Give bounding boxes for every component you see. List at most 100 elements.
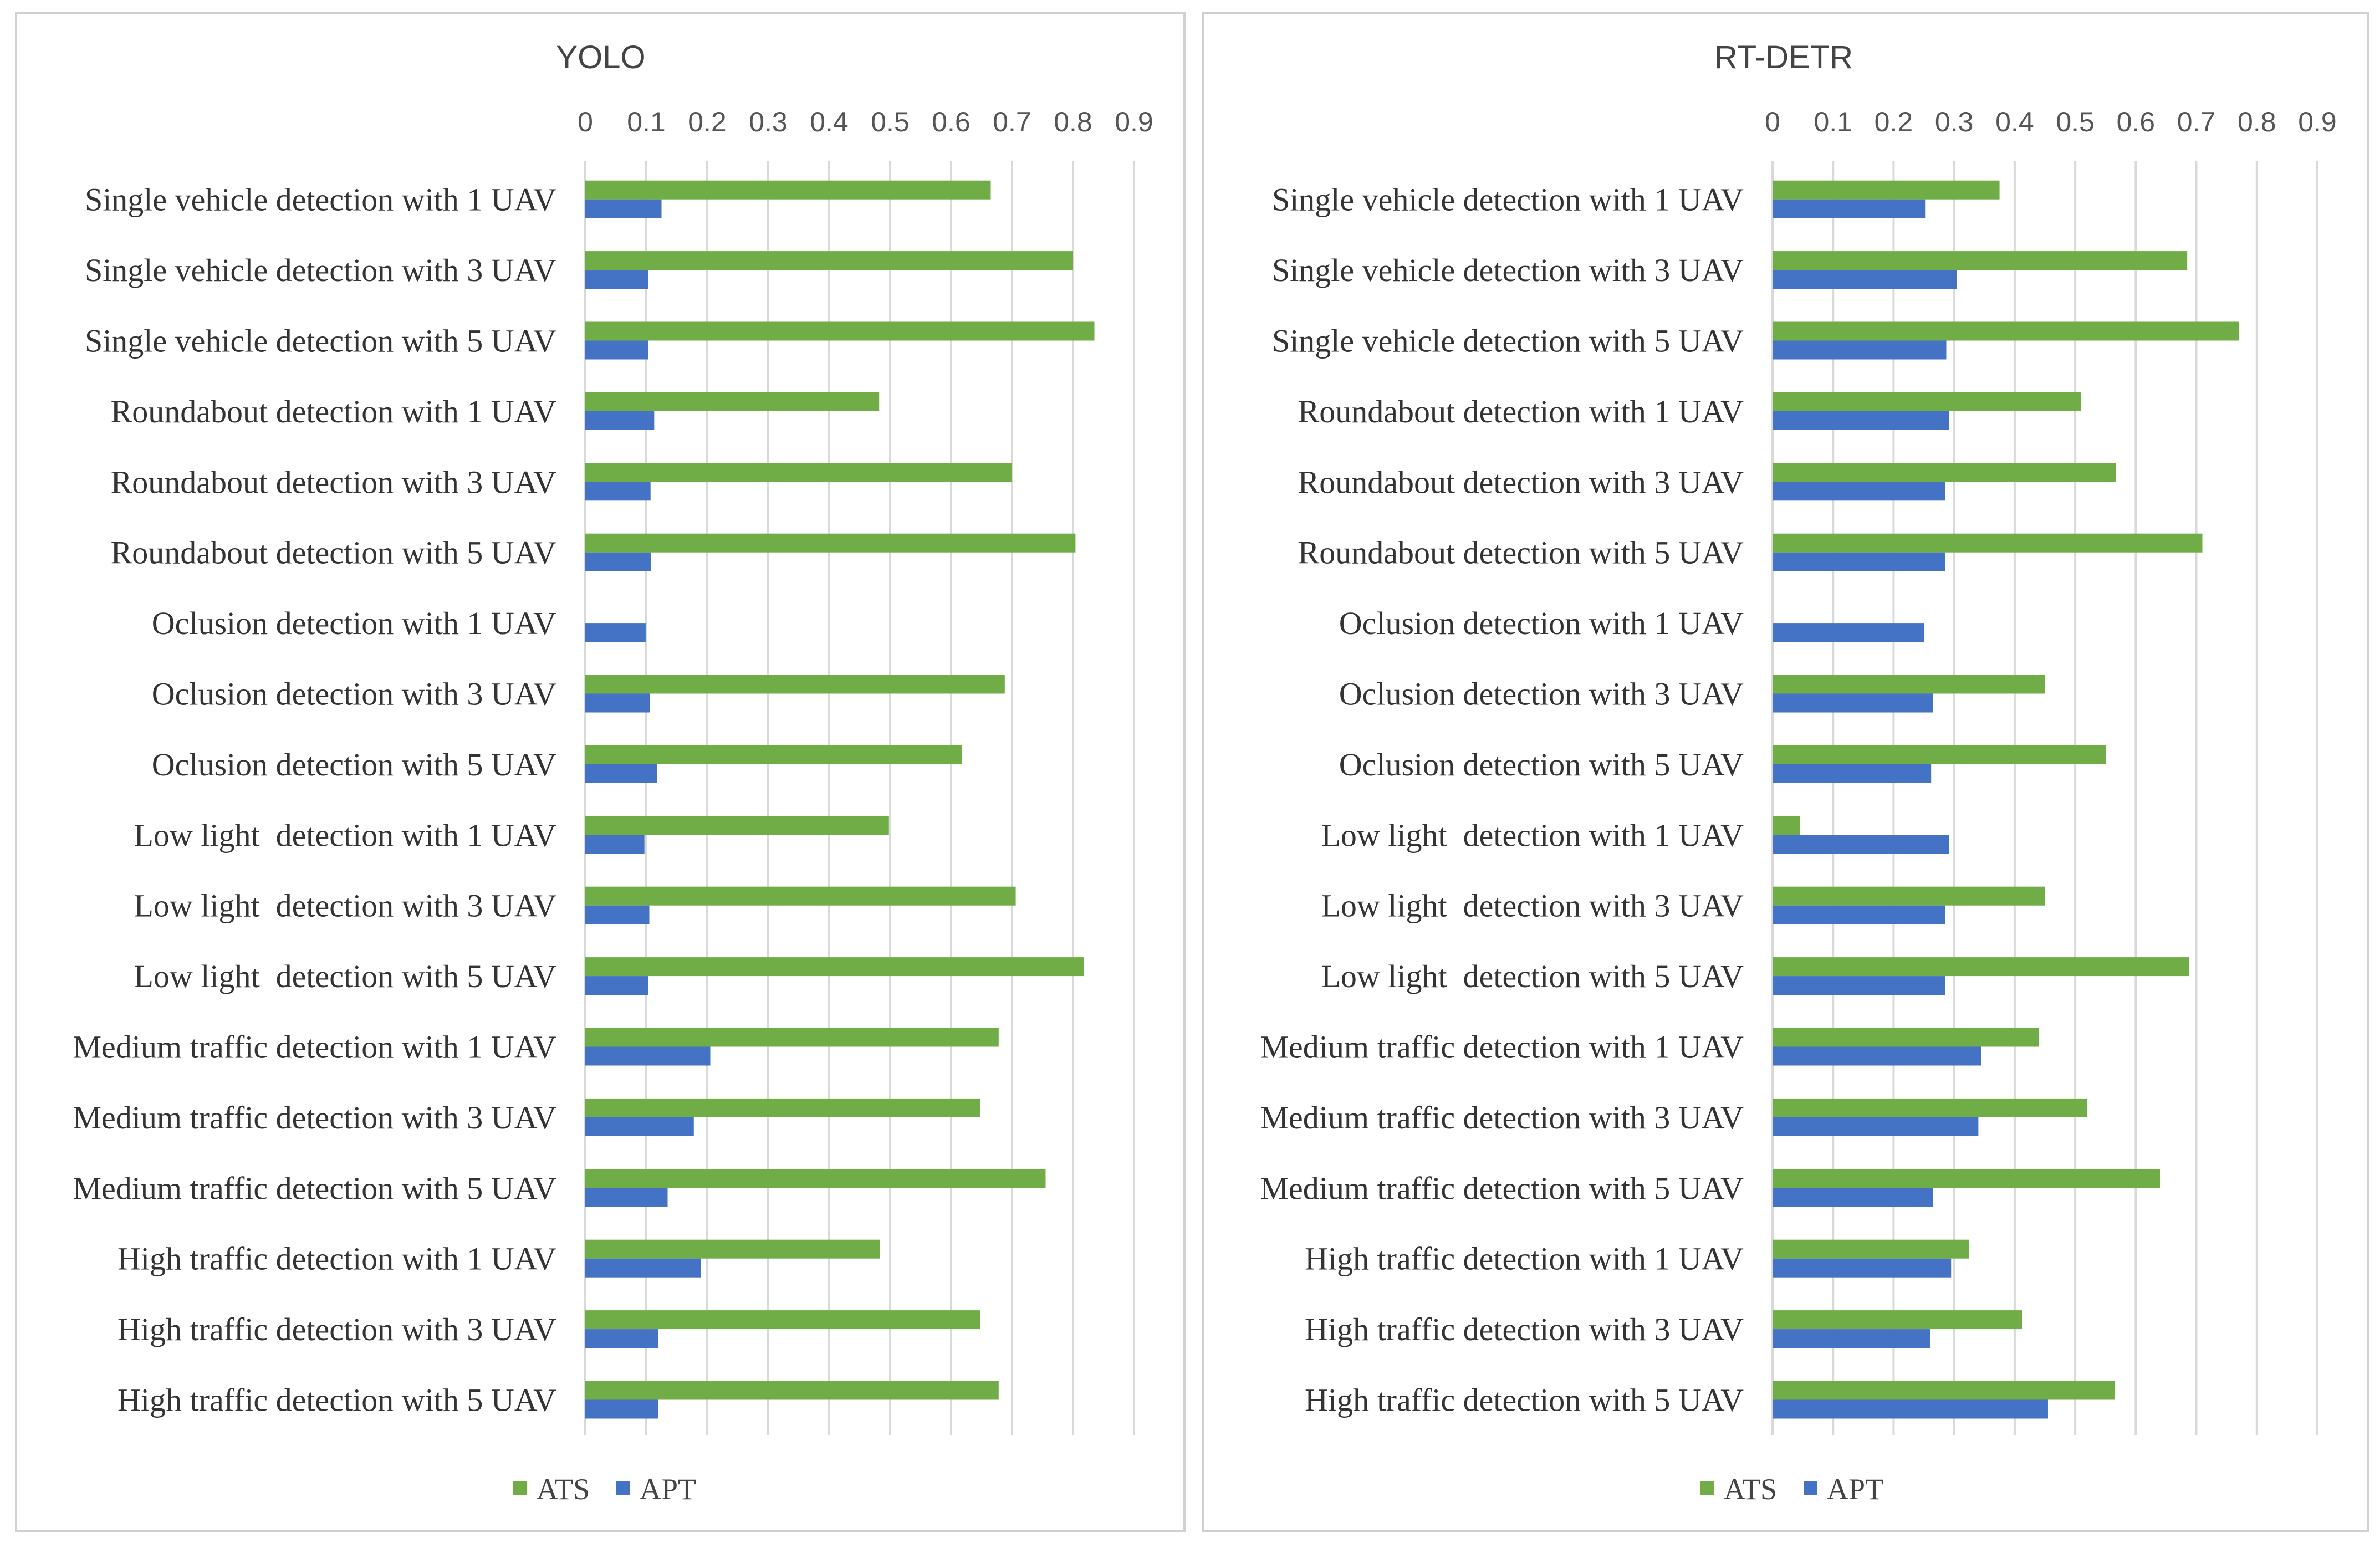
rtdetr-category-label: Oclusion detection with 3 UAV	[1339, 676, 1744, 712]
rtdetr-category-label: Medium traffic detection with 1 UAV	[1260, 1029, 1744, 1065]
yolo-chart-title: YOLO	[556, 39, 645, 75]
yolo-ats-bar	[585, 745, 962, 764]
yolo-apt-bar	[585, 976, 648, 995]
rtdetr-ats-bar	[1773, 321, 2239, 341]
rtdetr-category-label: Single vehicle detection with 3 UAV	[1272, 252, 1744, 288]
yolo-apt-bar	[585, 199, 662, 218]
yolo-x-tick-label: 0.9	[1115, 106, 1153, 137]
rtdetr-ats-bar	[1773, 180, 2000, 200]
rtdetr-x-tick-label: 0.9	[2298, 106, 2337, 137]
rtdetr-ats-bar	[1773, 1310, 2022, 1330]
yolo-category-label: Roundabout detection with 3 UAV	[111, 464, 557, 500]
yolo-ats-bar	[585, 392, 880, 411]
yolo-x-tick-label: 0.8	[1054, 106, 1092, 137]
rtdetr-ats-bar	[1773, 1381, 2115, 1400]
rtdetr-apt-bar	[1773, 270, 1957, 289]
yolo-ats-bar	[585, 957, 1084, 977]
yolo-x-tick-label: 0.4	[810, 106, 849, 137]
yolo-legend-swatch-ats	[513, 1481, 527, 1495]
rtdetr-apt-bar	[1773, 905, 1945, 924]
rtdetr-ats-bar	[1773, 675, 2045, 694]
rtdetr-apt-bar	[1773, 764, 1932, 783]
rtdetr-legend-label-ats: ATS	[1724, 1473, 1777, 1506]
yolo-category-label: Medium traffic detection with 3 UAV	[73, 1100, 556, 1136]
yolo-x-tick-label: 0.7	[993, 106, 1031, 137]
rtdetr-apt-bar	[1773, 340, 1947, 360]
rtdetr-category-label: Oclusion detection with 5 UAV	[1339, 747, 1744, 783]
yolo-x-tick-label: 0.3	[749, 106, 788, 137]
yolo-category-label: Roundabout detection with 1 UAV	[111, 394, 557, 430]
rtdetr-x-tick-label: 0.3	[1935, 106, 1974, 137]
rtdetr-apt-bar	[1773, 552, 1945, 571]
rtdetr-category-label: High traffic detection with 1 UAV	[1305, 1241, 1744, 1277]
rtdetr-apt-bar	[1773, 411, 1949, 430]
yolo-category-label: Single vehicle detection with 5 UAV	[85, 323, 556, 359]
yolo-apt-bar	[585, 1188, 668, 1207]
rtdetr-apt-bar	[1773, 1258, 1952, 1278]
rtdetr-apt-bar	[1773, 1399, 2048, 1419]
yolo-ats-bar	[585, 533, 1076, 553]
yolo-category-label: Low light detection with 5 UAV	[134, 958, 556, 994]
rtdetr-x-tick-label: 0	[1765, 106, 1780, 137]
rtdetr-category-label: Low light detection with 1 UAV	[1321, 817, 1744, 853]
rtdetr-x-tick-label: 0.1	[1814, 106, 1852, 137]
yolo-category-label: High traffic detection with 5 UAV	[118, 1382, 556, 1418]
rtdetr-ats-bar	[1773, 886, 2045, 906]
yolo-apt-bar	[585, 623, 646, 642]
rtdetr-x-tick-label: 0.7	[2177, 106, 2216, 137]
rtdetr-legend-swatch-apt	[1804, 1481, 1817, 1495]
yolo-apt-bar	[585, 1117, 694, 1136]
yolo-ats-bar	[585, 1310, 980, 1330]
rtdetr-apt-bar	[1773, 482, 1945, 501]
rtdetr-category-label: Medium traffic detection with 3 UAV	[1260, 1100, 1744, 1136]
yolo-ats-bar	[585, 180, 991, 200]
yolo-apt-bar	[585, 1329, 658, 1348]
yolo-chart: YOLO 0 0.1 0.2 0.3 0.4 0.5 0.6 0.7 0.8 0.9 Single v…	[73, 39, 1153, 1506]
rtdetr-ats-bar	[1773, 816, 1800, 835]
yolo-category-label: Medium traffic detection with 5 UAV	[73, 1170, 556, 1206]
rtdetr-ats-bar	[1773, 745, 2106, 764]
yolo-legend-swatch-apt	[616, 1481, 630, 1495]
yolo-category-label: Medium traffic detection with 1 UAV	[73, 1029, 556, 1065]
rtdetr-category-label: Oclusion detection with 1 UAV	[1339, 605, 1744, 641]
yolo-category-label: Single vehicle detection with 3 UAV	[85, 252, 556, 288]
rtdetr-category-label: Single vehicle detection with 1 UAV	[1272, 182, 1744, 218]
rtdetr-apt-bar	[1773, 623, 1924, 642]
yolo-ats-bar	[585, 886, 1016, 906]
rtdetr-ats-bar	[1773, 463, 2116, 482]
yolo-x-tick-label: 0.2	[688, 106, 727, 137]
rtdetr-ats-bar	[1773, 957, 2189, 977]
rtdetr-category-label: Medium traffic detection with 5 UAV	[1260, 1170, 1744, 1206]
yolo-apt-bar	[585, 1399, 658, 1419]
yolo-ats-bar	[585, 251, 1073, 270]
rtdetr-apt-bar	[1773, 835, 1949, 854]
rtdetr-legend-label-apt: APT	[1827, 1473, 1883, 1506]
rtdetr-ats-bar	[1773, 533, 2203, 553]
yolo-category-label: Single vehicle detection with 1 UAV	[85, 182, 556, 218]
rtdetr-category-label: Low light detection with 3 UAV	[1321, 888, 1744, 924]
rtdetr-ats-bar	[1773, 1169, 2161, 1188]
yolo-ats-bar	[585, 321, 1095, 341]
rtdetr-ats-bar	[1773, 1239, 1969, 1259]
yolo-category-label: Low light detection with 1 UAV	[134, 817, 556, 853]
yolo-x-tick-label: 0.6	[932, 106, 971, 137]
yolo-category-label: Oclusion detection with 5 UAV	[152, 747, 556, 783]
rtdetr-ats-bar	[1773, 392, 2082, 411]
yolo-apt-bar	[585, 693, 650, 713]
rtdetr-apt-bar	[1773, 1046, 1981, 1066]
yolo-legend-label-ats: ATS	[537, 1473, 590, 1506]
yolo-category-label: Oclusion detection with 1 UAV	[152, 605, 556, 641]
yolo-apt-bar	[585, 411, 655, 430]
yolo-x-tick-label: 0	[578, 106, 593, 137]
rtdetr-x-tick-label: 0.2	[1875, 106, 1913, 137]
yolo-ats-bar	[585, 1028, 999, 1047]
yolo-category-label: Low light detection with 3 UAV	[134, 888, 556, 924]
yolo-legend-label-apt: APT	[640, 1473, 696, 1506]
rtdetr-category-label: Roundabout detection with 1 UAV	[1298, 394, 1744, 430]
rtdetr-category-label: High traffic detection with 5 UAV	[1305, 1382, 1744, 1418]
yolo-category-label: High traffic detection with 3 UAV	[118, 1311, 556, 1347]
yolo-ats-bar	[585, 1098, 980, 1117]
yolo-ats-bar	[585, 1169, 1046, 1188]
rtdetr-ats-bar	[1773, 251, 2188, 270]
rtdetr-legend-swatch-ats	[1700, 1481, 1714, 1495]
